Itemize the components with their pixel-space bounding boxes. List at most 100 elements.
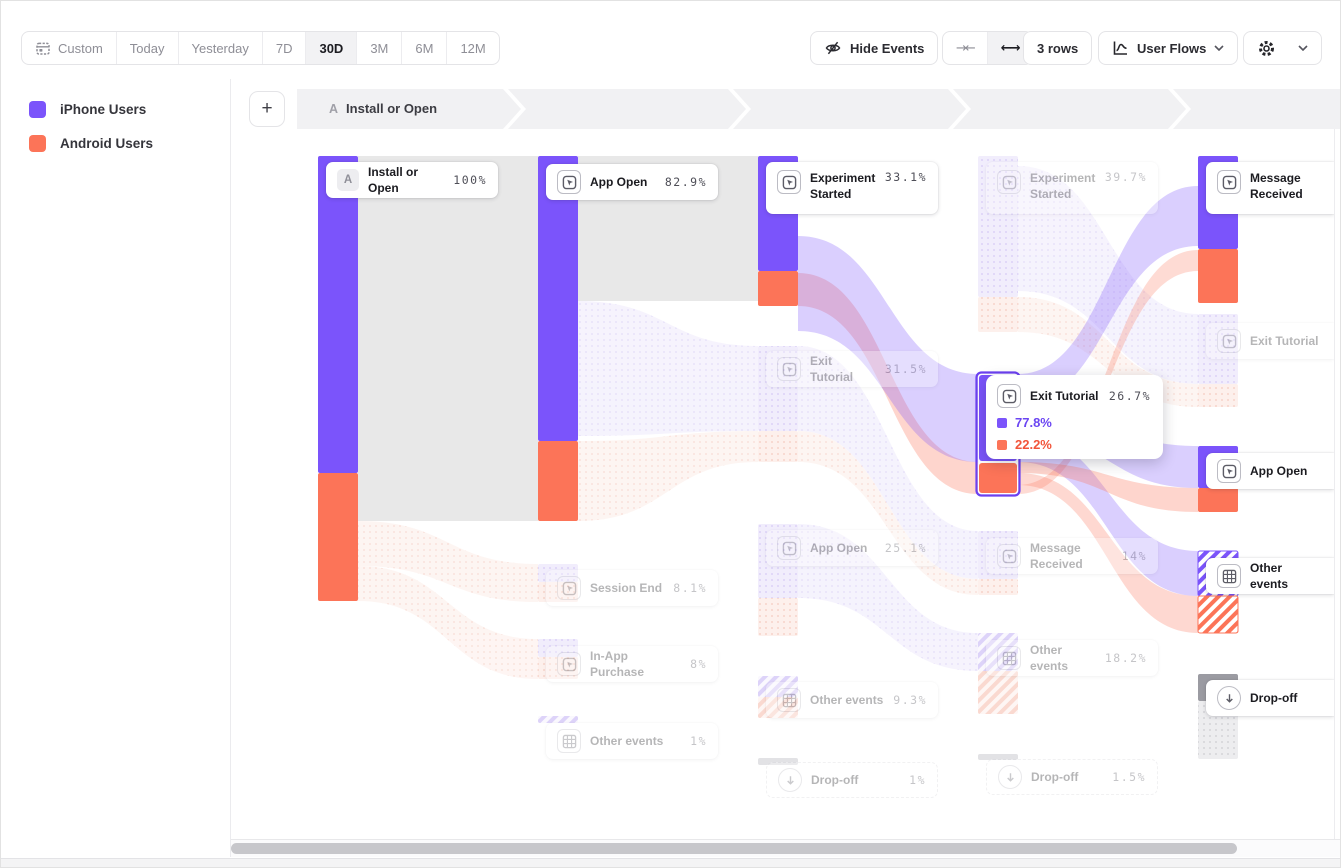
flow-link-purple-out-1[interactable]: [1018, 186, 1198, 404]
node-card-other-events-3[interactable]: Other events 9.3%: [766, 682, 938, 718]
node-bar-other-events-5-android[interactable]: [1197, 595, 1239, 634]
node-card-other-events-4[interactable]: Other events 18.2%: [986, 640, 1158, 676]
event-icon: [557, 652, 581, 676]
node-bar-experiment-started-4-android[interactable]: [978, 297, 1018, 332]
flow-step-segment-4[interactable]: [953, 89, 1186, 129]
node-bar-other-events-2[interactable]: [538, 716, 578, 723]
node-bar-message-received-4[interactable]: [978, 531, 1018, 579]
node-bar-exit-tutorial-3-android[interactable]: [758, 431, 798, 462]
node-bar-install-or-open-ios[interactable]: [318, 156, 358, 473]
flow-link-purple-in[interactable]: [798, 236, 978, 462]
node-bar-app-open-3-android[interactable]: [758, 598, 798, 636]
date-range-12m[interactable]: 12M: [460, 40, 486, 56]
node-bar-exit-tutorial-3[interactable]: [758, 346, 798, 431]
date-range-6m[interactable]: 6M: [402, 32, 448, 64]
node-bar-other-events-3[interactable]: [758, 676, 798, 697]
node-bar-in-app-purchase-android[interactable]: [538, 657, 578, 679]
flow-link-orange-out-3[interactable]: [1018, 473, 1198, 633]
node-card-experiment-started-4[interactable]: Experiment Started 39.7%: [986, 162, 1158, 214]
date-range-30d[interactable]: 30D: [306, 32, 358, 64]
node-bar-message-received-5-android[interactable]: [1198, 249, 1238, 303]
event-icon: [1217, 329, 1241, 353]
node-card-exit-tutorial-5[interactable]: Exit Tutorial: [1206, 323, 1334, 359]
flow-step-segment-3[interactable]: [733, 89, 966, 129]
node-bar-experiment-started-4[interactable]: [978, 156, 1018, 297]
event-icon: [1217, 170, 1241, 194]
node-card-install-or-open[interactable]: A Install or Open 100%: [326, 162, 498, 198]
depth-toggle-group: →← ←→: [942, 31, 1033, 65]
node-card-app-open-3[interactable]: App Open 25.1%: [766, 530, 938, 566]
flow-link-orange-out-1[interactable]: [1018, 250, 1198, 494]
date-range-today[interactable]: Today: [117, 32, 179, 64]
node-tooltip-exit-tutorial[interactable]: Exit Tutorial 26.7% 77.8% 22.2%: [986, 375, 1163, 459]
toolbar: Custom Today Yesterday 7D 30D 3M 6M 12M …: [1, 1, 1340, 79]
flow-step-segment-1[interactable]: [297, 89, 521, 129]
node-card-exit-tutorial-3[interactable]: Exit Tutorial 31.5%: [766, 351, 938, 387]
highlighted-links[interactable]: [798, 186, 1198, 633]
node-bar-experiment-started-android[interactable]: [758, 271, 798, 306]
flow-link-orange-in[interactable]: [798, 273, 978, 494]
breakdown-swatch-orange: [997, 439, 1007, 450]
chart-bottom-divider: [231, 839, 1340, 840]
collapse-columns-button[interactable]: →←: [943, 32, 988, 64]
dimmed-links: [358, 166, 1198, 679]
legend-sidebar: iPhone Users Android Users: [1, 79, 231, 857]
node-bar-app-open[interactable]: [538, 156, 578, 441]
node-bar-session-end-android[interactable]: [538, 582, 578, 602]
date-range-custom[interactable]: Custom: [22, 32, 117, 64]
node-bar-app-open-5-android[interactable]: [1198, 488, 1238, 512]
sankey-canvas: [318, 156, 1239, 765]
grid-icon: [777, 688, 801, 712]
step-badge: A: [329, 101, 339, 116]
node-card-drop-off-3[interactable]: Drop-off 1%: [766, 762, 938, 798]
chevron-down-icon: [1214, 45, 1224, 51]
legend-item-android[interactable]: Android Users: [29, 135, 230, 152]
flow-link-dimmed-1[interactable]: [358, 156, 538, 521]
node-card-other-events-2[interactable]: Other events 1%: [546, 723, 718, 759]
settings-button[interactable]: [1243, 31, 1322, 65]
date-range-3m[interactable]: 3M: [357, 32, 403, 64]
breakdown-iphone: 77.8%: [997, 415, 1151, 430]
node-bar-session-end[interactable]: [538, 564, 578, 582]
view-selector-button[interactable]: User Flows: [1098, 31, 1239, 65]
flow-step-1-label: A Install or Open: [329, 101, 437, 116]
node-card-message-received-5[interactable]: Message Received: [1206, 162, 1334, 214]
legend-item-iphone[interactable]: iPhone Users: [29, 101, 230, 118]
node-card-in-app-purchase[interactable]: In-App Purchase 8%: [546, 646, 718, 682]
node-bar-exit-tutorial-5-android[interactable]: [1198, 384, 1238, 407]
drop-off-icon: [998, 765, 1022, 789]
node-bar-other-events-4-android[interactable]: [978, 671, 1018, 714]
horizontal-scrollbar-thumb[interactable]: [231, 843, 1237, 854]
vertical-scrollbar-track[interactable]: [1334, 129, 1340, 839]
flow-step-segment-2[interactable]: [508, 89, 746, 129]
date-range-7d[interactable]: 7D: [263, 32, 307, 64]
node-bar-drop-off-4[interactable]: [978, 754, 1018, 760]
node-bar-message-received-4-android[interactable]: [978, 579, 1018, 595]
step-label: Install or Open: [346, 101, 438, 116]
node-bar-other-events-4[interactable]: [978, 633, 1018, 671]
node-bar-install-or-open-android[interactable]: [318, 473, 358, 601]
event-icon: [777, 170, 801, 194]
node-card-other-events-5[interactable]: Other events: [1206, 558, 1334, 594]
node-card-experiment-started-3[interactable]: Experiment Started 33.1%: [766, 162, 938, 214]
node-bar-exit-tutorial-highlighted-android[interactable]: [979, 463, 1017, 493]
rows-button[interactable]: 3 rows: [1023, 31, 1093, 65]
node-card-session-end[interactable]: Session End 8.1%: [546, 570, 718, 606]
node-card-app-open-5[interactable]: App Open: [1206, 453, 1334, 489]
event-icon: [777, 357, 801, 381]
breakdown-android: 22.2%: [997, 437, 1151, 452]
node-card-drop-off-5[interactable]: Drop-off: [1206, 680, 1334, 716]
flow-link-purple-out-3[interactable]: [1018, 433, 1198, 596]
hide-events-button[interactable]: Hide Events: [810, 31, 939, 65]
node-bar-app-open-3[interactable]: [758, 524, 798, 598]
node-card-drop-off-4[interactable]: Drop-off 1.5%: [986, 759, 1158, 795]
node-bar-app-open-android[interactable]: [538, 441, 578, 521]
add-step-button[interactable]: +: [249, 91, 285, 127]
node-card-message-received-4[interactable]: Message Received 14%: [986, 538, 1158, 574]
date-range-yesterday[interactable]: Yesterday: [179, 32, 263, 64]
flow-steps-band: [297, 89, 1341, 129]
flow-link-orange-out-2[interactable]: [1018, 462, 1198, 512]
flow-step-segment-5[interactable]: [1173, 89, 1341, 129]
node-card-app-open[interactable]: App Open 82.9%: [546, 164, 718, 200]
node-bar-in-app-purchase[interactable]: [538, 639, 578, 657]
